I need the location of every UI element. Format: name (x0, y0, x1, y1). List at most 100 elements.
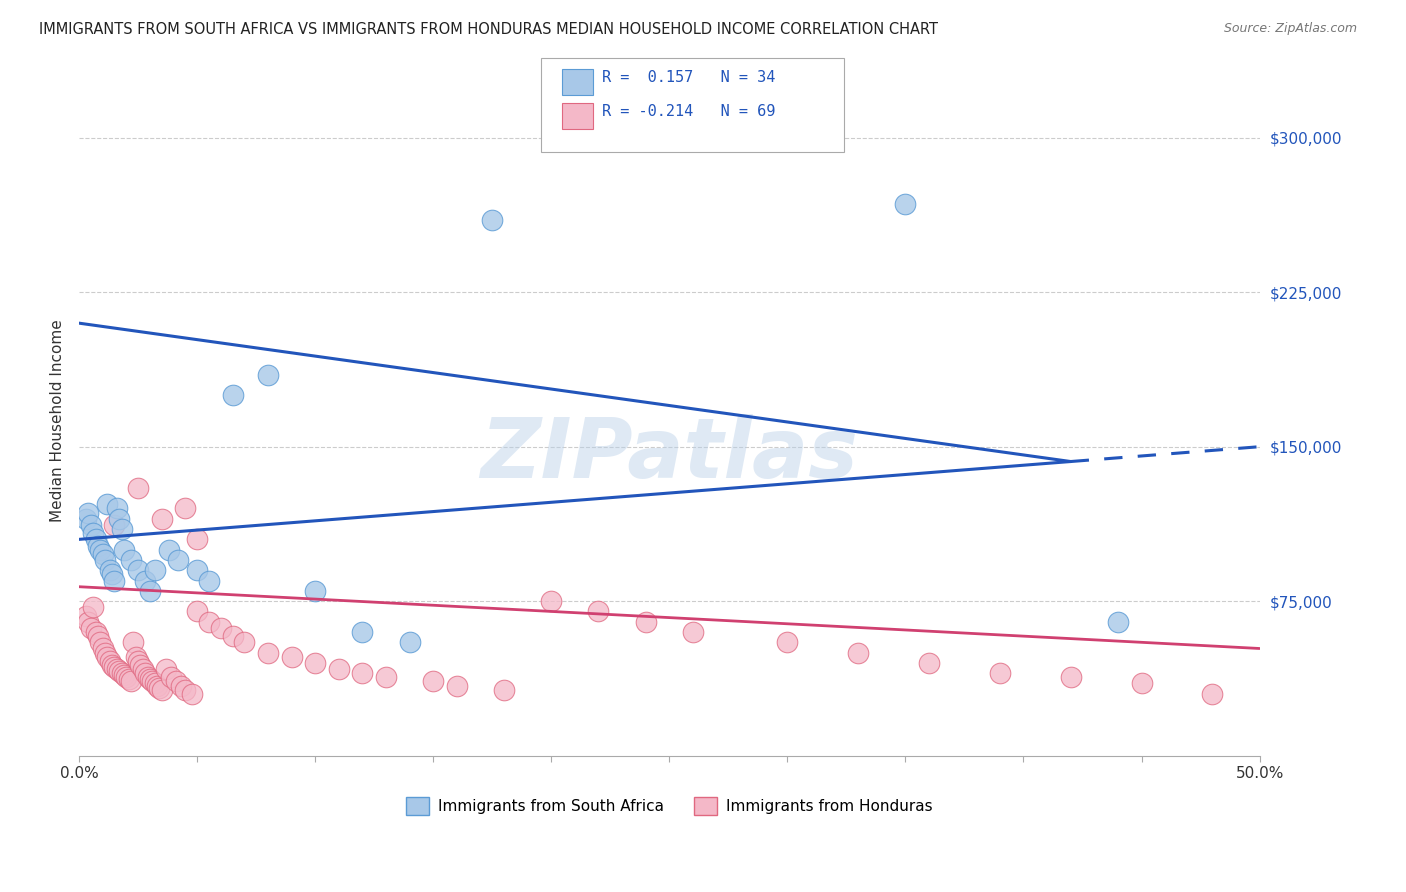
Point (150, 512, 173, 526)
Point (91, 547, 114, 561)
Point (846, 646, 869, 660)
Point (105, 662, 128, 676)
Point (108, 512, 131, 526)
Point (146, 679, 169, 693)
Point (143, 563, 166, 577)
Point (75, 512, 97, 526)
Point (198, 574, 221, 588)
Point (352, 666, 374, 681)
Point (110, 522, 132, 536)
Point (84, 625, 107, 640)
Point (233, 635, 256, 649)
Point (257, 646, 280, 660)
Point (1060, 670, 1083, 684)
Point (155, 662, 177, 676)
Point (1130, 676, 1153, 690)
Y-axis label: Median Household Income: Median Household Income (51, 319, 65, 523)
Point (77, 615, 100, 629)
Point (110, 666, 132, 681)
Point (112, 542, 135, 557)
Point (280, 649, 302, 664)
Point (134, 574, 156, 588)
Point (186, 563, 208, 577)
Point (127, 563, 149, 577)
Point (988, 666, 1011, 681)
Point (108, 664, 131, 678)
Text: IMMIGRANTS FROM SOUTH AFRICA VS IMMIGRANTS FROM HONDURAS MEDIAN HOUSEHOLD INCOME: IMMIGRANTS FROM SOUTH AFRICA VS IMMIGRAN… (39, 22, 938, 37)
Point (103, 660, 125, 674)
Point (77, 506, 100, 520)
Point (129, 657, 152, 672)
Point (167, 553, 190, 567)
Text: ZIPatlas: ZIPatlas (481, 414, 858, 495)
Point (165, 674, 187, 689)
Point (181, 687, 204, 701)
Point (91, 641, 114, 656)
Point (96, 649, 118, 664)
Point (132, 662, 155, 676)
Point (918, 656, 941, 670)
Point (139, 673, 162, 687)
Text: R = -0.214   N = 69: R = -0.214 N = 69 (602, 104, 775, 119)
Point (80, 518, 103, 533)
Legend: Immigrants from South Africa, Immigrants from Honduras: Immigrants from South Africa, Immigrants… (399, 790, 939, 822)
Point (169, 679, 191, 693)
Point (422, 674, 444, 689)
Point (186, 533, 208, 547)
Point (98, 654, 121, 668)
Point (117, 673, 139, 687)
Point (481, 213, 503, 227)
Point (103, 574, 125, 588)
Point (101, 657, 124, 672)
Point (134, 666, 156, 681)
Point (221, 388, 243, 402)
Point (127, 654, 149, 668)
Point (141, 674, 163, 689)
Point (89, 542, 111, 557)
Point (122, 635, 145, 649)
Point (209, 621, 232, 635)
Point (127, 481, 149, 495)
Point (148, 681, 170, 695)
Point (174, 682, 197, 697)
Text: R =  0.157   N = 34: R = 0.157 N = 34 (602, 70, 775, 85)
Point (101, 567, 124, 582)
Point (94, 553, 117, 567)
Point (174, 501, 197, 516)
Point (87, 629, 110, 643)
Point (80, 621, 103, 635)
Point (105, 501, 128, 516)
Point (160, 670, 183, 684)
Point (96, 497, 118, 511)
Point (352, 625, 374, 640)
Point (139, 583, 162, 598)
Point (304, 656, 326, 670)
Point (94, 646, 117, 660)
Point (125, 649, 148, 664)
Point (120, 553, 142, 567)
Point (98, 563, 121, 577)
Point (446, 679, 468, 693)
Point (112, 668, 135, 682)
Point (82, 600, 104, 615)
Point (221, 629, 243, 643)
Point (328, 662, 350, 676)
Point (186, 604, 208, 618)
Text: Source: ZipAtlas.com: Source: ZipAtlas.com (1223, 22, 1357, 36)
Point (103, 518, 125, 533)
Point (540, 594, 562, 608)
Point (198, 615, 221, 629)
Point (894, 196, 917, 211)
Point (115, 670, 138, 684)
Point (136, 670, 159, 684)
Point (682, 625, 704, 640)
Point (1107, 615, 1129, 629)
Point (257, 368, 280, 382)
Point (84, 533, 107, 547)
Point (588, 604, 610, 618)
Point (157, 542, 180, 557)
Point (143, 676, 166, 690)
Point (82, 526, 104, 541)
Point (776, 635, 799, 649)
Point (634, 615, 657, 629)
